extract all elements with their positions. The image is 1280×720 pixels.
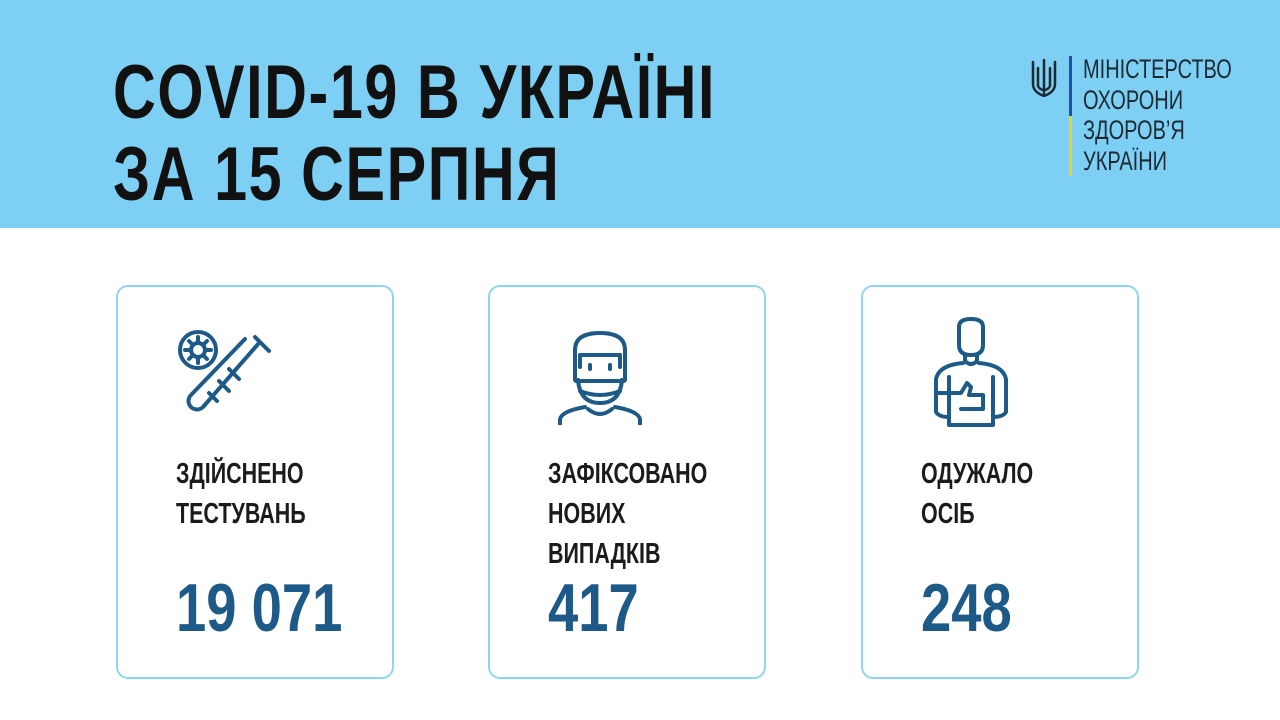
test-tube-virus-icon [178, 330, 271, 412]
label-line: ВИПАДКІВ [548, 538, 661, 570]
new-cases-label: ЗАФІКСОВАНО НОВИХ ВИПАДКІВ [548, 454, 707, 574]
trident-icon [1031, 58, 1057, 98]
page-subtitle-date: ЗА 15 СЕРПНЯ [113, 132, 561, 217]
masked-person-icon [558, 331, 642, 425]
ministry-line: ЗДОРОВ’Я [1083, 115, 1185, 145]
label-line: ТЕСТУВАНЬ [176, 498, 306, 530]
ministry-line: ОХОРОНИ [1083, 84, 1184, 115]
label-line: НОВИХ [548, 498, 626, 530]
label-line: ЗДІЙСНЕНО [176, 458, 304, 490]
recovered-value: 248 [921, 570, 1012, 646]
header-band [0, 0, 1280, 228]
tests-card: ЗДІЙСНЕНО ТЕСТУВАНЬ 19 071 [116, 285, 394, 679]
tests-value: 19 071 [176, 570, 343, 646]
recovered-card: ОДУЖАЛО ОСІБ 248 [861, 285, 1139, 679]
ministry-name: МІНІСТЕРСТВО ОХОРОНИ ЗДОРОВ’Я УКРАЇНИ [1083, 54, 1232, 176]
tests-label: ЗДІЙСНЕНО ТЕСТУВАНЬ [176, 454, 306, 534]
page-title: COVID-19 В УКРАЇНІ [113, 50, 717, 135]
ministry-line: МІНІСТЕРСТВО [1083, 54, 1232, 84]
label-line: ОДУЖАЛО [921, 458, 1034, 490]
new-cases-card: ЗАФІКСОВАНО НОВИХ ВИПАДКІВ 417 [488, 285, 766, 679]
recovered-label: ОДУЖАЛО ОСІБ [921, 454, 1033, 534]
new-cases-value: 417 [548, 570, 639, 646]
thumbs-up-person-icon [934, 317, 1008, 427]
ministry-line: УКРАЇНИ [1083, 145, 1167, 176]
label-line: ЗАФІКСОВАНО [548, 458, 708, 490]
label-line: ОСІБ [921, 498, 975, 530]
flag-divider [1069, 56, 1072, 176]
